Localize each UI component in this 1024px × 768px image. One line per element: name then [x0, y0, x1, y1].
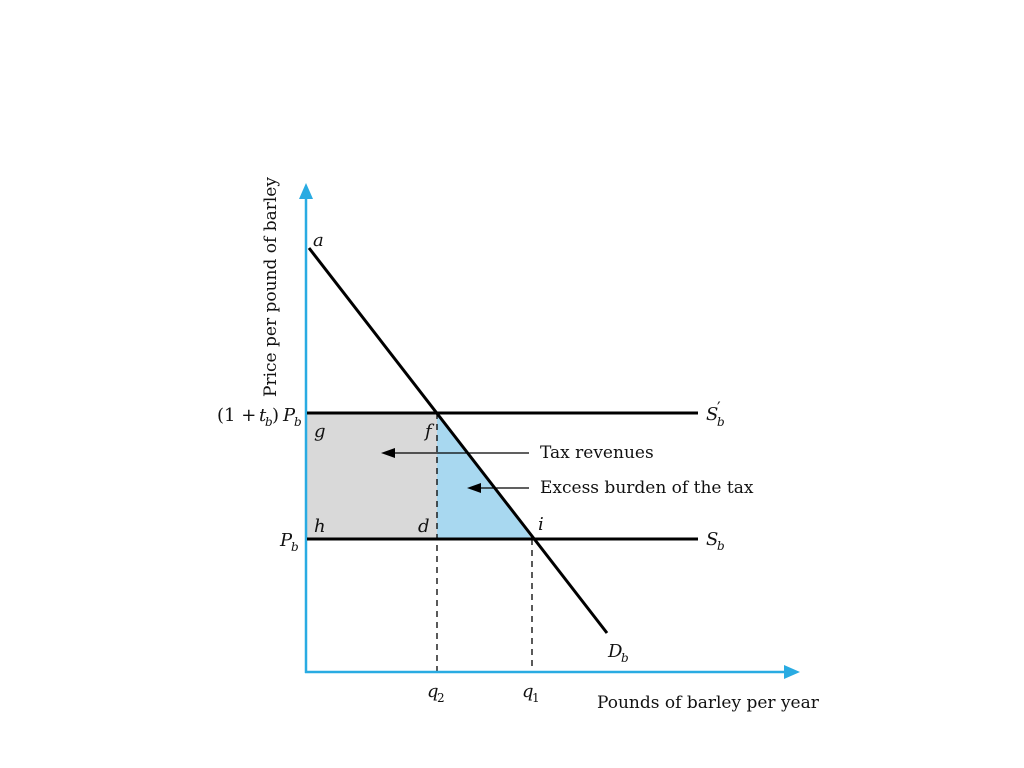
- demand-line: [307, 247, 609, 634]
- svg-text:D: D: [607, 641, 623, 662]
- svg-text:S: S: [706, 404, 718, 425]
- excess-burden-label: Excess burden of the tax: [540, 478, 754, 498]
- svg-text:b: b: [717, 539, 725, 553]
- svg-text:2: 2: [437, 691, 445, 705]
- excess-burden-arrowhead: [467, 483, 481, 493]
- q1-label: q 1: [522, 681, 540, 705]
- svg-text:′: ′: [717, 398, 721, 417]
- supply-label: S b: [706, 529, 725, 553]
- q2-label: q 2: [427, 681, 445, 705]
- supply-taxed-label: S b ′: [706, 398, 725, 429]
- tax-revenues-label: Tax revenues: [540, 443, 654, 463]
- svg-text:S: S: [706, 529, 718, 550]
- svg-text:b: b: [621, 651, 629, 665]
- svg-text:t: t: [259, 405, 267, 426]
- tax-revenues-arrowhead: [381, 448, 395, 458]
- taxed-price-label: (1 + t b ) P b: [217, 405, 302, 429]
- svg-text:P: P: [279, 530, 293, 551]
- x-axis-label: Pounds of barley per year: [597, 693, 820, 713]
- svg-text:q: q: [522, 681, 534, 702]
- svg-text:(1 +: (1 +: [217, 405, 256, 426]
- point-d-label: d: [418, 516, 430, 537]
- svg-text:): ): [272, 405, 279, 426]
- demand-label: D b: [607, 641, 629, 665]
- point-i-label: i: [538, 514, 544, 535]
- svg-text:P: P: [282, 405, 296, 426]
- svg-text:b: b: [294, 415, 302, 429]
- svg-text:q: q: [427, 681, 439, 702]
- svg-text:b: b: [717, 415, 725, 429]
- svg-text:1: 1: [532, 691, 540, 705]
- point-h-label: h: [314, 516, 326, 537]
- point-g-label: g: [314, 421, 326, 442]
- y-axis-label: Price per pound of barley: [261, 177, 281, 397]
- price-label: P b: [279, 530, 299, 554]
- x-axis-arrowhead: [784, 665, 800, 679]
- point-a-label: a: [313, 230, 324, 251]
- tax-revenue-area: [307, 413, 437, 539]
- y-axis-arrowhead: [299, 183, 313, 199]
- svg-text:b: b: [265, 415, 273, 429]
- svg-text:b: b: [291, 540, 299, 554]
